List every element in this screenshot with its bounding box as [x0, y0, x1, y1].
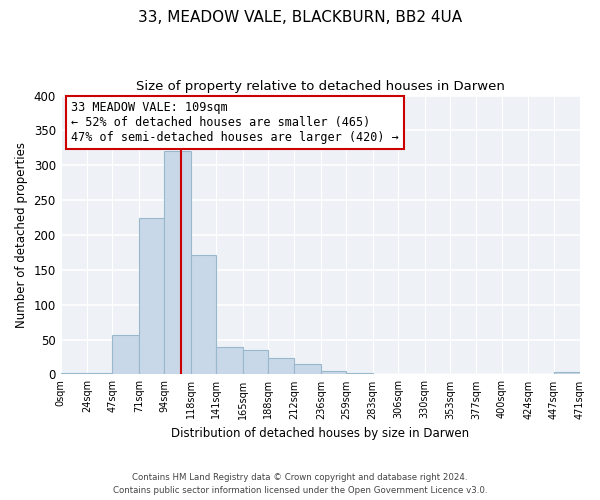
Bar — [139, 218, 164, 374]
Bar — [61, 373, 87, 374]
Text: Contains HM Land Registry data © Crown copyright and database right 2024.
Contai: Contains HM Land Registry data © Crown c… — [113, 474, 487, 495]
Bar — [554, 372, 580, 374]
Bar — [216, 347, 242, 374]
Text: 33 MEADOW VALE: 109sqm
← 52% of detached houses are smaller (465)
47% of semi-de: 33 MEADOW VALE: 109sqm ← 52% of detached… — [71, 101, 399, 144]
Text: 33, MEADOW VALE, BLACKBURN, BB2 4UA: 33, MEADOW VALE, BLACKBURN, BB2 4UA — [138, 10, 462, 25]
X-axis label: Distribution of detached houses by size in Darwen: Distribution of detached houses by size … — [171, 427, 469, 440]
Bar — [346, 373, 373, 374]
Title: Size of property relative to detached houses in Darwen: Size of property relative to detached ho… — [136, 80, 505, 93]
Bar — [242, 350, 268, 374]
Bar — [268, 358, 295, 374]
Bar — [295, 364, 321, 374]
Bar — [321, 371, 346, 374]
Y-axis label: Number of detached properties: Number of detached properties — [15, 142, 28, 328]
Bar — [191, 254, 216, 374]
Bar — [112, 334, 139, 374]
Bar — [87, 373, 112, 374]
Bar — [164, 152, 191, 374]
